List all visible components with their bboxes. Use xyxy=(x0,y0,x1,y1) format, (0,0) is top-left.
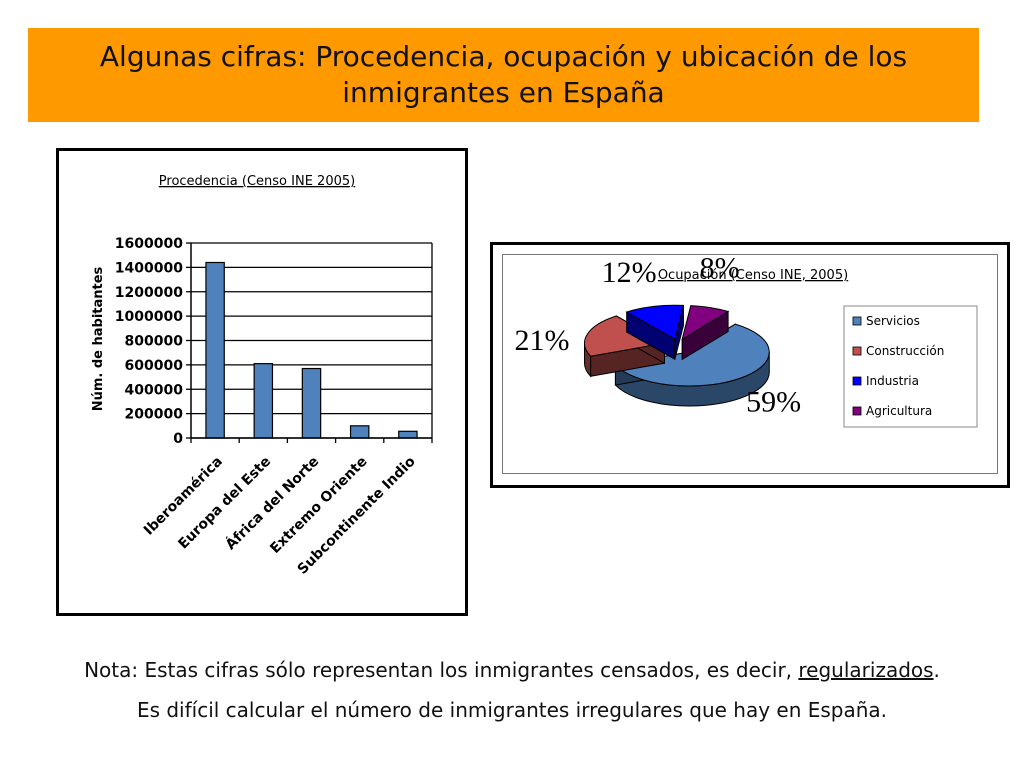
pie-slice xyxy=(583,315,666,378)
bar-category-label: Europa del Este xyxy=(175,454,274,553)
bar xyxy=(301,367,322,439)
bar xyxy=(205,261,225,439)
pie-legend-label: Construcción xyxy=(866,344,944,358)
pie-legend: Servicios Construcción Industria Agricultur… xyxy=(843,305,978,428)
pie-legend-label: Industria xyxy=(866,374,919,388)
bar-y-tick-label: 1400000 xyxy=(115,260,183,276)
pie-legend-swatch xyxy=(852,316,862,326)
footnote-period: . xyxy=(933,658,940,682)
bar-y-tick-label: 600000 xyxy=(125,358,184,374)
bar-y-tick-label: 200000 xyxy=(125,407,184,423)
bar-y-tick-label: 400000 xyxy=(125,382,184,398)
bar-y-tick-label: 800000 xyxy=(125,334,184,350)
footnote-line-1: Nota: Estas cifras sólo representan los … xyxy=(0,650,1024,690)
bar-chart: Procedencia (Censo INE 2005) Núm. de hab… xyxy=(91,174,433,578)
pie-chart-area: Ocupación (Censo INE, 2005) 59% 21% 12% 8% … xyxy=(502,254,998,474)
bar-y-tick-label: 1200000 xyxy=(115,285,183,301)
bar-y-tick-label: 1000000 xyxy=(115,309,183,325)
bar xyxy=(349,425,370,439)
regularizados-link[interactable]: regularizados xyxy=(798,658,934,682)
pie-legend-label: Agricultura xyxy=(866,404,932,418)
pie-slice xyxy=(625,304,685,361)
bar-y-axis-label: Núm. de habitantes xyxy=(91,266,106,411)
pie-chart-panel: Ocupación (Censo INE, 2005) 59% 21% 12% 8% … xyxy=(490,242,1010,488)
bar-y-tick-label: 0 xyxy=(173,431,183,447)
bar-series xyxy=(205,261,418,439)
title-banner: Algunas cifras: Procedencia, ocupación y… xyxy=(28,28,979,122)
pie-percent-label: 59% xyxy=(746,385,801,418)
pie-slices xyxy=(583,304,770,407)
slide-title: Algunas cifras: Procedencia, ocupación y… xyxy=(99,40,908,109)
pie-percent-label: 21% xyxy=(515,324,570,357)
pie-legend-box xyxy=(843,305,978,428)
footnote-line-2: Es difícil calcular el número de inmigra… xyxy=(136,698,888,722)
bar-y-ticks: 0 200000 400000 600000 800000 1000000 1200000 1… xyxy=(115,236,191,447)
bar-chart-panel: Procedencia (Censo INE 2005) Núm. de hab… xyxy=(56,148,468,616)
bar-chart-title: Procedencia (Censo INE 2005) xyxy=(159,174,355,189)
pie-labels: 59% 21% 12% 8% xyxy=(515,255,802,418)
pie-legend-swatch xyxy=(852,376,862,386)
footnote-text: Nota: Estas cifras sólo representan los … xyxy=(84,658,799,682)
footnote: Nota: Estas cifras sólo representan los … xyxy=(0,650,1024,730)
pie-percent-label: 8% xyxy=(700,255,740,285)
pie-percent-label: 12% xyxy=(602,256,657,289)
pie-chart: Ocupación (Censo INE, 2005) 59%21%12% 8% … xyxy=(515,255,978,428)
bar xyxy=(253,363,274,439)
pie-slice xyxy=(681,305,730,361)
pie-legend-label: Servicios xyxy=(866,314,920,328)
bar xyxy=(398,430,418,439)
pie-chart-title: Ocupación (Censo INE, 2005) xyxy=(658,268,848,283)
bar-axes xyxy=(190,243,433,439)
pie-legend-swatch xyxy=(852,346,862,356)
bar-gridlines xyxy=(191,242,432,439)
bar-y-tick-label: 1600000 xyxy=(115,236,183,252)
pie-legend-swatch xyxy=(852,406,862,416)
bar-category-label: África del Norte xyxy=(222,453,322,553)
